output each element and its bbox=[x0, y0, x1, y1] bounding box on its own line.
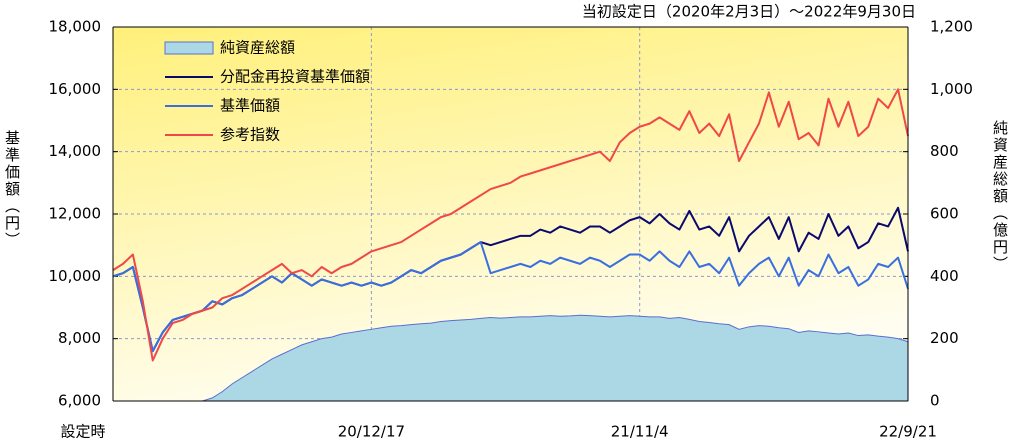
y2-tick-label: 400 bbox=[930, 267, 959, 285]
legend-label: 分配金再投資基準価額 bbox=[220, 68, 370, 86]
x-tick-label: 設定時 bbox=[60, 423, 105, 441]
legend-label: 参考指数 bbox=[220, 126, 280, 144]
area bbox=[113, 314, 909, 402]
line bbox=[112, 88, 909, 362]
y2-tick-label: 1,000 bbox=[930, 80, 973, 98]
y2-axis-label: 純資産総額（億円） bbox=[991, 120, 1009, 273]
y2-tick-label: 800 bbox=[930, 142, 959, 160]
y-tick-label: 10,000 bbox=[49, 267, 102, 285]
plot: 6,000 8,000 10,000 12,000 14,000 16,000 18,000… bbox=[49, 18, 973, 441]
y2-tick-label: 0 bbox=[930, 392, 940, 410]
y-tick-label: 18,000 bbox=[49, 18, 102, 36]
line bbox=[112, 241, 909, 353]
y2-tick-label: 200 bbox=[930, 329, 959, 347]
chart-title: 当初設定日（2020年2月3日）～2022年9月30日 bbox=[582, 3, 916, 21]
y-tick-label: 8,000 bbox=[58, 329, 101, 347]
legend-label: 基準価額 bbox=[220, 97, 280, 115]
y-tick-label: 14,000 bbox=[49, 142, 102, 160]
x-tick-label: 22/9/21 bbox=[879, 423, 937, 441]
y2-tick-label: 600 bbox=[930, 205, 959, 223]
legend-label: 純資産総額 bbox=[220, 39, 295, 57]
y-tick-label: 16,000 bbox=[49, 80, 102, 98]
y-axis-label: 基準価額（円） bbox=[3, 130, 21, 249]
x-tick-label: 20/12/17 bbox=[338, 423, 405, 441]
y2-tick-label: 1,200 bbox=[930, 18, 973, 36]
legend-swatch bbox=[164, 41, 214, 55]
x-tick-label: 21/11/4 bbox=[611, 423, 669, 441]
y-tick-label: 6,000 bbox=[58, 392, 101, 410]
y-tick-label: 12,000 bbox=[49, 205, 102, 223]
